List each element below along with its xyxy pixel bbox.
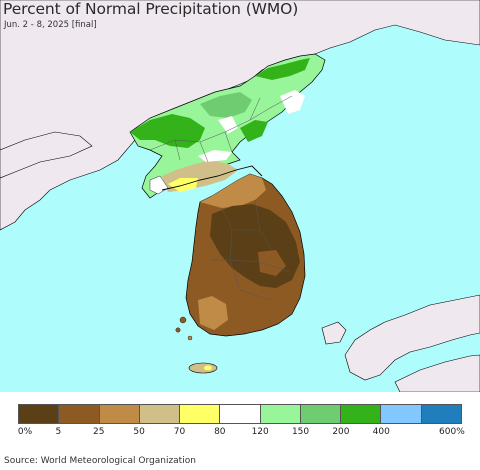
legend-tick-label: 5 — [55, 427, 62, 437]
nk-moderate-rain — [200, 92, 252, 118]
island-sw-3 — [187, 335, 193, 341]
sk-south-coast — [198, 296, 228, 330]
jeju-island — [188, 362, 218, 374]
jeju-yellow-spot — [204, 365, 212, 371]
legend-swatch — [341, 405, 382, 423]
legend-tick-label: 400 — [372, 427, 390, 437]
japan-south — [394, 354, 480, 392]
shandong-peninsula — [0, 131, 93, 179]
legend-tick-label: 80 — [214, 427, 226, 437]
source-credit: Source: World Meteorological Organizatio… — [4, 456, 196, 466]
legend-swatch — [220, 405, 261, 423]
legend-colorbar — [18, 404, 462, 424]
island-sw-2 — [175, 327, 181, 333]
legend-swatch — [19, 405, 60, 423]
legend-tick-label: 25 — [92, 427, 105, 437]
japan-island — [321, 321, 347, 345]
island-sw-1 — [179, 316, 187, 324]
nk-heavy-rain-west — [130, 114, 205, 148]
legend-swatch — [139, 405, 181, 423]
legend-tick-label: 120 — [251, 427, 269, 437]
legend-tick-label: 150 — [291, 427, 310, 437]
nk-normal-center — [218, 116, 238, 134]
legend-tick-label: 600% — [439, 427, 465, 437]
sk-east-patch — [258, 250, 286, 276]
nk-heavy-rain-south — [240, 120, 268, 142]
legend-swatch — [180, 405, 221, 423]
nk-normal-patch — [280, 90, 305, 114]
legend-swatch — [59, 405, 100, 423]
china-russia-land — [0, 0, 480, 231]
legend-tick-label: 70 — [173, 427, 186, 437]
legend-tick-label: 50 — [133, 427, 145, 437]
nk-heavy-rain-north — [255, 58, 310, 80]
map-subtitle: Jun. 2 - 8, 2025 [final] — [4, 20, 97, 30]
legend-labels: 0% 5 25 50 70 80 120 150 200 400 600% — [0, 427, 480, 441]
sk-north-band — [200, 174, 266, 208]
legend-swatch — [300, 405, 342, 423]
legend-tick-label: 0% — [17, 427, 33, 437]
dmz-border — [161, 165, 263, 191]
province-borders — [149, 95, 293, 301]
legend-swatch — [421, 405, 461, 423]
map-title: Percent of Normal Precipitation (WMO) — [3, 0, 299, 18]
legend-tick-label: 200 — [332, 427, 350, 437]
nk-white-band — [198, 150, 232, 162]
legend-swatch — [260, 405, 301, 423]
legend-swatch — [381, 405, 422, 423]
precipitation-map — [0, 0, 480, 392]
legend-swatch — [99, 405, 140, 423]
japan-land — [344, 294, 480, 381]
